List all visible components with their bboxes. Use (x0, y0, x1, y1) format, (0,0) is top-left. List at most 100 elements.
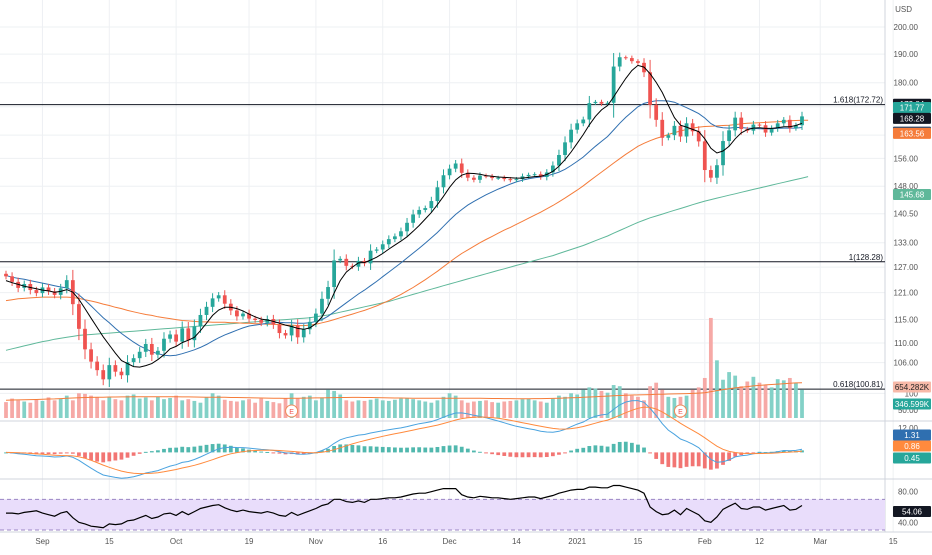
earnings-marker[interactable] (673, 404, 687, 418)
macd-histogram-bar (350, 444, 355, 453)
volume-bar (198, 402, 203, 418)
macd-histogram-bar (204, 444, 209, 453)
candle-body (143, 344, 148, 352)
price-tag: 168.28 (893, 112, 931, 124)
volume-bar (484, 400, 488, 418)
macd-histogram-bar (89, 452, 93, 461)
volume-bar (423, 401, 428, 418)
price-tick-label: 106.00 (894, 359, 919, 368)
volume-bar (605, 392, 610, 418)
candle-body (721, 141, 725, 166)
macd-histogram-bar (611, 443, 616, 453)
price-tag-text: 145.68 (900, 191, 925, 200)
volume-bar (34, 399, 39, 418)
macd-histogram-bar (666, 452, 671, 467)
volume-bar (241, 400, 245, 418)
time-tick-label: Feb (698, 537, 712, 546)
volume-tag-text: 346.599K (895, 400, 930, 409)
sma-long-line (5, 176, 809, 351)
earnings-marker[interactable] (285, 404, 299, 418)
rsi-tag-text: 54.06 (902, 508, 923, 517)
candle-body (356, 260, 361, 267)
candle-body (168, 334, 172, 339)
volume-bar (162, 399, 166, 418)
rsi-tag: 54.06 (893, 506, 931, 518)
macd-line (5, 400, 803, 479)
candle-body (611, 66, 616, 103)
macd-histogram-bar (672, 452, 677, 468)
volume-tag-text: 654.282K (895, 383, 930, 392)
candle-body (46, 287, 51, 292)
volume-bar (283, 397, 288, 418)
volume-bar (332, 390, 337, 418)
candle-body (162, 338, 166, 351)
rsi-pane[interactable] (0, 484, 885, 531)
time-tick-label: 2021 (568, 537, 586, 546)
volume-bar (28, 402, 33, 418)
candle-body (636, 61, 640, 63)
volume-bar (708, 317, 713, 418)
volume-bar (775, 379, 780, 418)
volume-bar (787, 377, 792, 418)
macd-histogram-bar (143, 451, 148, 453)
candle-body (441, 175, 446, 188)
macd-histogram-bar (174, 447, 179, 453)
macd-histogram-bar (326, 448, 330, 453)
macd-signal-line (5, 406, 803, 475)
volume-bar (77, 393, 81, 418)
macd-histogram-bar (64, 452, 69, 454)
macd-histogram-bar (471, 450, 476, 453)
volume-bar (411, 399, 416, 418)
candle-body (514, 179, 519, 181)
macd-histogram-bar (344, 444, 349, 453)
volume-tag-bg (893, 398, 931, 410)
candle-body (174, 334, 179, 342)
candle-body (125, 362, 130, 376)
volume-bar (502, 401, 507, 418)
macd-histogram-bar (58, 452, 63, 454)
time-tick-label: Nov (309, 537, 323, 546)
macd-histogram-bar (593, 445, 598, 453)
macd-histogram-bar (46, 452, 51, 455)
volume-bar (174, 395, 179, 418)
price-tag: 171.77 (893, 101, 931, 113)
candle-body (563, 142, 567, 156)
price-pane[interactable]: 1.618(172.72) 1(128.28) 0.618(100.81) (0, 52, 885, 390)
macd-tag-bg (893, 452, 931, 464)
volume-bar (143, 397, 148, 418)
volume-bar (192, 400, 197, 418)
volume-bar (757, 382, 762, 418)
macd-histogram-bar (484, 452, 488, 454)
rsi-line (6, 484, 803, 529)
price-tag: 145.68 (893, 189, 931, 201)
candle-body (581, 119, 586, 124)
macd-histogram-bar (405, 447, 409, 453)
volume-bar (715, 360, 719, 418)
candle-body (502, 177, 507, 180)
volume-bar (380, 400, 385, 418)
volume-bar (362, 400, 367, 418)
price-tick-label: 190.00 (894, 50, 919, 59)
macd-histogram-bar (149, 451, 154, 453)
candle-body (599, 101, 604, 104)
volume-bar (429, 402, 434, 418)
time-axis[interactable]: Sep 15 Oct 19 Nov 16 Dec 14 2021 15 Feb 12 Mar 15 (35, 537, 898, 546)
candle-body (672, 125, 677, 136)
macd-pane[interactable] (4, 400, 804, 479)
candle-body (119, 371, 124, 376)
price-axis[interactable]: USD 100 106.00 110.00 115.00 121.00 127.00 133… (894, 5, 919, 527)
time-tick-label: Dec (442, 537, 456, 546)
macd-tag: 1.31 (893, 429, 931, 441)
candle-body (259, 320, 264, 323)
macd-tag-bg (893, 440, 931, 452)
volume-bar (16, 400, 21, 418)
time-tick-label: 15 (633, 537, 642, 546)
macd-histogram-bar (393, 447, 397, 453)
macd-histogram-bar (338, 444, 343, 453)
volume-bar (125, 395, 130, 418)
macd-histogram-bar (125, 452, 130, 458)
macd-histogram-bar (550, 452, 555, 457)
